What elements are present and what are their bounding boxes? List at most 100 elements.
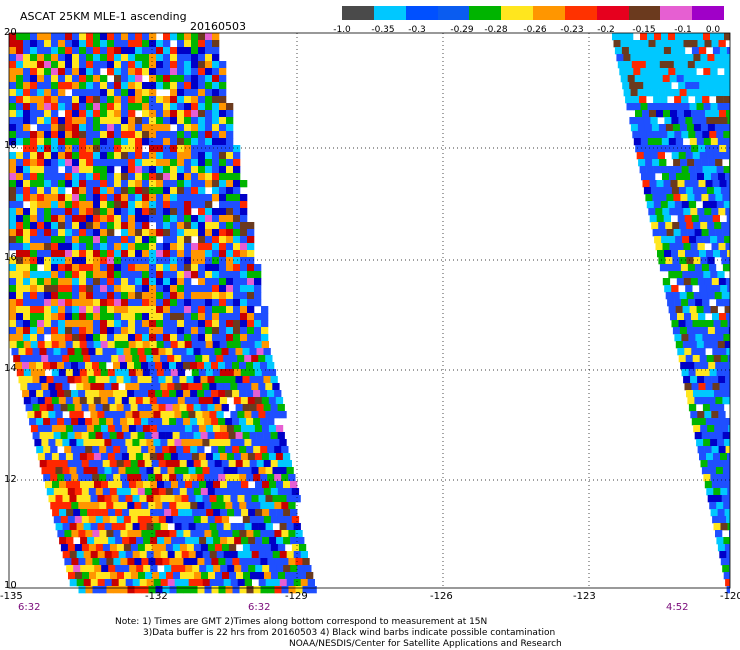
data-cell	[149, 194, 157, 202]
data-cell	[142, 159, 150, 167]
data-cell	[673, 194, 681, 202]
data-cell	[135, 180, 143, 188]
data-cell	[720, 117, 728, 125]
data-cell	[694, 264, 703, 272]
data-cell	[191, 145, 199, 153]
data-cell	[172, 544, 181, 552]
data-cell	[135, 82, 143, 90]
data-cell	[16, 201, 24, 209]
data-cell	[114, 285, 122, 293]
data-cell	[86, 82, 94, 90]
data-cell	[128, 159, 136, 167]
data-cell	[100, 152, 108, 160]
data-cell	[149, 320, 157, 328]
data-cell	[86, 425, 95, 433]
data-cell	[191, 306, 199, 314]
data-cell	[50, 474, 58, 482]
data-cell	[670, 180, 678, 188]
data-cell	[128, 61, 136, 69]
data-cell	[100, 264, 108, 272]
data-cell	[291, 488, 300, 496]
data-cell	[113, 418, 121, 426]
data-cell	[130, 488, 139, 496]
data-cell	[240, 180, 248, 188]
data-cell	[727, 320, 730, 328]
data-cell	[163, 159, 171, 167]
data-cell	[9, 341, 17, 349]
data-cell	[128, 397, 137, 405]
data-cell	[639, 96, 647, 104]
data-cell	[107, 187, 115, 195]
data-cell	[170, 131, 178, 139]
data-cell	[297, 565, 305, 573]
data-cell	[72, 201, 80, 209]
data-cell	[198, 117, 206, 125]
data-cell	[258, 523, 266, 531]
data-cell	[205, 425, 214, 433]
data-cell	[79, 194, 87, 202]
data-cell	[163, 180, 171, 188]
data-cell	[709, 201, 718, 209]
data-cell	[688, 131, 696, 139]
data-cell	[135, 222, 143, 230]
data-cell	[198, 278, 206, 286]
data-cell	[128, 173, 136, 181]
data-cell	[58, 313, 66, 321]
data-cell	[125, 579, 133, 587]
data-cell	[172, 460, 180, 468]
data-cell	[159, 572, 167, 580]
data-cell	[114, 236, 122, 244]
data-cell	[39, 348, 47, 356]
data-cell	[58, 103, 66, 111]
data-cell	[727, 523, 730, 531]
data-cell	[725, 579, 730, 587]
data-cell	[30, 194, 38, 202]
data-cell	[30, 82, 38, 90]
data-cell	[92, 586, 100, 594]
data-cell	[86, 40, 94, 48]
data-cell	[141, 558, 149, 566]
data-cell	[716, 502, 724, 510]
data-cell	[58, 299, 66, 307]
data-cell	[79, 320, 87, 328]
data-cell	[709, 166, 717, 174]
data-cell	[221, 348, 229, 356]
data-cell	[658, 124, 667, 132]
data-cell	[198, 264, 206, 272]
data-cell	[80, 537, 88, 545]
data-cell	[107, 208, 115, 216]
data-cell	[687, 159, 695, 167]
data-cell	[132, 579, 140, 587]
data-cell	[204, 390, 212, 398]
data-cell	[200, 404, 208, 412]
data-cell	[191, 180, 199, 188]
data-cell	[219, 334, 227, 342]
data-cell	[225, 586, 233, 594]
data-cell	[111, 411, 119, 419]
data-cell	[212, 110, 220, 118]
data-cell	[156, 278, 164, 286]
data-cell	[37, 306, 45, 314]
data-cell	[707, 54, 715, 62]
data-cell	[121, 47, 129, 55]
data-cell	[128, 138, 136, 146]
data-cell	[233, 264, 241, 272]
data-cell	[23, 54, 31, 62]
data-cell	[51, 264, 59, 272]
data-cell	[71, 502, 79, 510]
data-cell	[233, 166, 241, 174]
data-cell	[267, 502, 275, 510]
data-cell	[142, 369, 151, 377]
data-cell	[706, 250, 714, 258]
data-cell	[141, 530, 149, 538]
data-cell	[688, 166, 696, 174]
data-cell	[267, 474, 275, 482]
data-cell	[79, 334, 87, 342]
data-cell	[228, 488, 237, 496]
data-cell	[177, 145, 185, 153]
data-cell	[128, 313, 136, 321]
data-cell	[170, 208, 178, 216]
data-cell	[722, 229, 730, 237]
data-cell	[123, 432, 131, 440]
data-cell	[170, 334, 178, 342]
